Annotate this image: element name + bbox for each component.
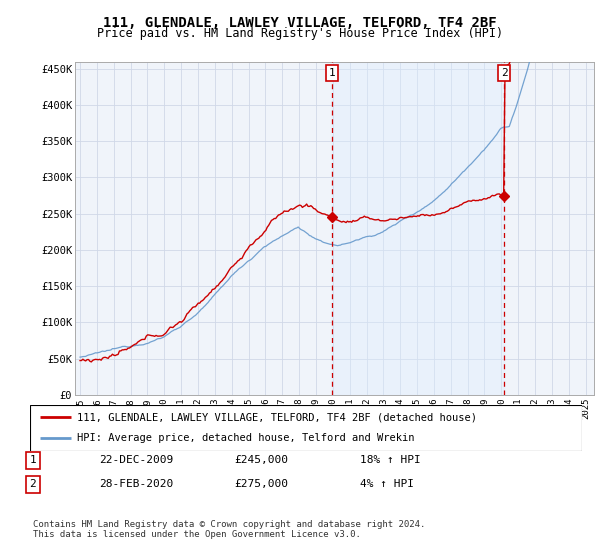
Text: 4% ↑ HPI: 4% ↑ HPI [360, 479, 414, 489]
Text: 1: 1 [329, 68, 335, 78]
Text: 28-FEB-2020: 28-FEB-2020 [99, 479, 173, 489]
Text: 111, GLENDALE, LAWLEY VILLAGE, TELFORD, TF4 2BF (detached house): 111, GLENDALE, LAWLEY VILLAGE, TELFORD, … [77, 412, 477, 422]
Text: 111, GLENDALE, LAWLEY VILLAGE, TELFORD, TF4 2BF: 111, GLENDALE, LAWLEY VILLAGE, TELFORD, … [103, 16, 497, 30]
Bar [332, 62, 504, 395]
Text: 2: 2 [29, 479, 37, 489]
Text: HPI: Average price, detached house, Telford and Wrekin: HPI: Average price, detached house, Telf… [77, 433, 415, 444]
Text: £245,000: £245,000 [234, 455, 288, 465]
Text: £275,000: £275,000 [234, 479, 288, 489]
Text: 1: 1 [29, 455, 37, 465]
Text: 18% ↑ HPI: 18% ↑ HPI [360, 455, 421, 465]
Text: 2: 2 [501, 68, 508, 78]
Text: Price paid vs. HM Land Registry's House Price Index (HPI): Price paid vs. HM Land Registry's House … [97, 27, 503, 40]
Text: Contains HM Land Registry data © Crown copyright and database right 2024.
This d: Contains HM Land Registry data © Crown c… [33, 520, 425, 539]
Text: 22-DEC-2009: 22-DEC-2009 [99, 455, 173, 465]
